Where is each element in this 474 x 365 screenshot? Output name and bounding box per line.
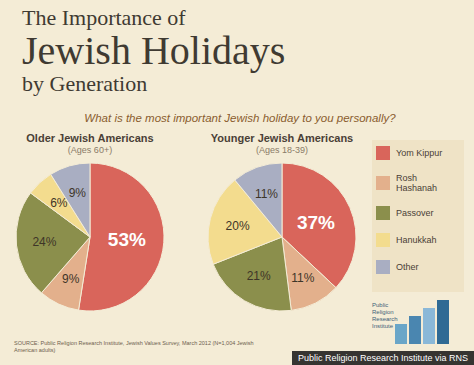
html-text:(Ages 60+): (Ages 60+) bbox=[67, 145, 113, 155]
svg-text:6%: 6% bbox=[50, 196, 68, 210]
html-text:Yom Kippur: Yom Kippur bbox=[396, 148, 443, 158]
svg-text:9%: 9% bbox=[62, 272, 80, 286]
html-text:Rosh Hashanah: Rosh Hashanah bbox=[396, 173, 437, 193]
svg-text:53%: 53% bbox=[108, 229, 146, 250]
html-text:by Generation: by Generation bbox=[22, 71, 148, 96]
html-text:Hanukkah: Hanukkah bbox=[396, 235, 437, 245]
svg-text:11%: 11% bbox=[291, 271, 314, 285]
html-text:The Importance of: The Importance of bbox=[22, 5, 186, 30]
svg-text:37%: 37% bbox=[297, 212, 335, 233]
svg-text:20%: 20% bbox=[226, 219, 250, 233]
html-text:(Ages 18-39): (Ages 18-39) bbox=[256, 145, 308, 155]
html-text:Younger Jewish Americans: Younger Jewish Americans bbox=[210, 132, 354, 144]
svg-text:21%: 21% bbox=[247, 269, 271, 283]
html-text:What is the most important Jew: What is the most important Jewish holida… bbox=[84, 112, 396, 124]
html-text:Passover: Passover bbox=[396, 208, 434, 218]
html-text:Jewish Holidays: Jewish Holidays bbox=[22, 28, 286, 73]
svg-text:9%: 9% bbox=[69, 186, 87, 200]
html-text:Public Religion Research Insti: Public Religion Research Institute via R… bbox=[297, 353, 468, 363]
html-text:Public Religion Research Insti: Public Religion Research Institute bbox=[372, 302, 398, 329]
svg-text:24%: 24% bbox=[32, 235, 56, 249]
html-text:Older Jewish Americans: Older Jewish Americans bbox=[26, 132, 154, 144]
html-text:SOURCE: Public Religion Resear: SOURCE: Public Religion Research Institu… bbox=[14, 340, 254, 353]
html-text:Other: Other bbox=[396, 262, 419, 272]
svg-text:11%: 11% bbox=[255, 187, 278, 201]
